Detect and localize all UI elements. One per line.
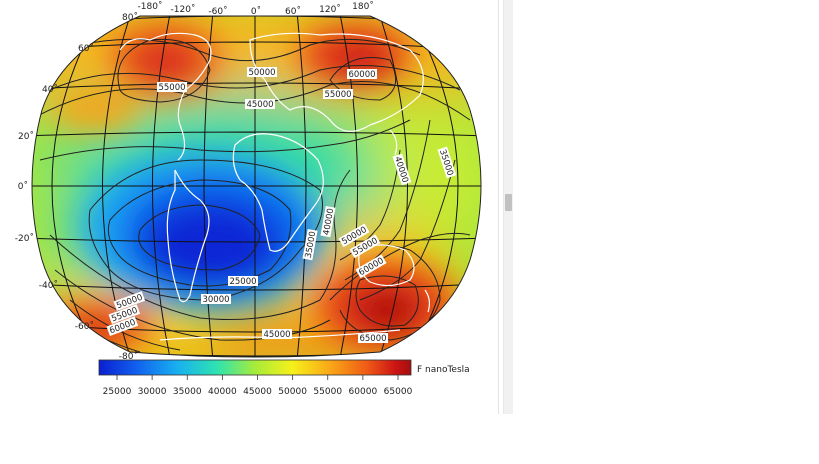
- svg-text:25000: 25000: [229, 277, 256, 287]
- vertical-scrollbar[interactable]: [503, 0, 513, 414]
- colorbar-ticks: 25000 30000 35000 40000 45000 50000 55000 60000…: [103, 375, 413, 397]
- colorbar: F nanoTesla 25000 30000 35000 40000 45000 500…: [98, 359, 470, 397]
- longitude-labels: -180˚ -120˚ -60˚ 0˚ 60˚ 120˚ 180˚: [138, 1, 374, 17]
- lat-label: 40˚: [42, 84, 58, 95]
- svg-text:55000: 55000: [324, 90, 351, 100]
- lat-label: 20˚: [18, 131, 34, 142]
- lat-label: -60˚: [75, 321, 94, 332]
- svg-text:55000: 55000: [158, 83, 185, 93]
- contour-label: 55000: [157, 82, 187, 93]
- colorbar-tick-label: 25000: [103, 387, 132, 397]
- colorbar-tick-label: 40000: [208, 387, 237, 397]
- lat-label: -20˚: [15, 233, 34, 244]
- panel-divider: [498, 0, 499, 414]
- svg-text:50000: 50000: [248, 68, 275, 78]
- lon-label: -120˚: [171, 4, 196, 15]
- lon-label: -180˚: [138, 1, 163, 12]
- contour-label: 25000: [228, 276, 258, 287]
- svg-text:30000: 30000: [202, 295, 229, 305]
- colorbar-tick-label: 60000: [349, 387, 378, 397]
- colorbar-tick-label: 65000: [384, 387, 413, 397]
- contour-label: 35000: [302, 229, 319, 261]
- svg-text:35000: 35000: [304, 231, 319, 259]
- colorbar-label: F nanoTesla: [417, 365, 470, 375]
- lat-label: -40˚: [39, 280, 58, 291]
- colorbar-tick-label: 55000: [313, 387, 342, 397]
- svg-text:60000: 60000: [348, 70, 375, 80]
- magnetic-field-map: 5500050000450006000055000350004000035000…: [15, 1, 482, 397]
- map-frame: [31, 15, 482, 358]
- lat-label: 0˚: [18, 181, 28, 192]
- contour-label: 45000: [245, 99, 275, 110]
- lon-label: 180˚: [352, 1, 374, 12]
- contour-label: 45000: [262, 329, 292, 340]
- lon-label: 120˚: [319, 4, 341, 15]
- contour-label: 40000: [320, 206, 337, 238]
- svg-text:40000: 40000: [322, 208, 337, 236]
- colorbar-tick-label: 50000: [278, 387, 307, 397]
- svg-text:45000: 45000: [246, 100, 273, 110]
- lon-label: 0˚: [251, 6, 261, 17]
- lon-label: 60˚: [285, 6, 301, 17]
- svg-text:65000: 65000: [359, 334, 386, 344]
- contour-label: 50000: [247, 67, 277, 78]
- lat-label: 60˚: [78, 43, 94, 54]
- map-panel: 55000 50000 45000 60000 55000 35000 40000 35000…: [15, 1, 482, 397]
- colorbar-gradient: [98, 359, 412, 376]
- contour-label: 30000: [201, 294, 231, 305]
- lon-label: -60˚: [208, 6, 227, 17]
- lat-label: 80˚: [122, 12, 138, 23]
- latitude-labels: 80˚ 60˚ 40˚ 20˚ 0˚ -20˚ -40˚ -60˚ -80˚: [15, 12, 138, 362]
- colorbar-tick-label: 45000: [243, 387, 272, 397]
- svg-text:45000: 45000: [263, 330, 290, 340]
- scrollbar-thumb[interactable]: [505, 194, 512, 211]
- lat-label: -80˚: [119, 351, 138, 362]
- contour-label: 60000: [347, 69, 377, 80]
- colorbar-tick-label: 35000: [173, 387, 202, 397]
- colorbar-tick-label: 30000: [138, 387, 167, 397]
- contour-label: 65000: [358, 333, 388, 344]
- contour-label: 55000: [323, 89, 353, 100]
